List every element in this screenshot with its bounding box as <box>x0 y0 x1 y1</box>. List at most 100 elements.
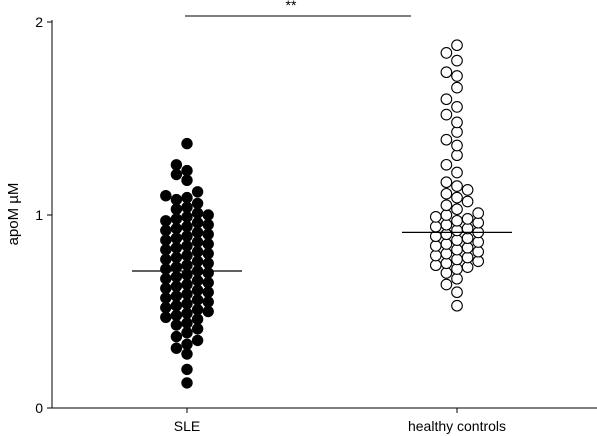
data-point-sle <box>170 242 183 254</box>
data-point-healthy-control <box>451 126 463 138</box>
data-point-healthy-control <box>451 54 463 67</box>
data-point-sle <box>170 300 183 312</box>
data-point-healthy-control <box>451 39 463 52</box>
data-point-healthy-control <box>461 213 474 225</box>
data-point-sle <box>181 191 193 204</box>
y-tick-label: 2 <box>35 14 43 30</box>
data-point-sle <box>202 296 214 308</box>
data-point-healthy-control <box>440 187 453 200</box>
significance-label: ** <box>286 0 297 13</box>
data-point-sle <box>170 213 183 225</box>
data-point-sle <box>181 211 193 223</box>
data-point-healthy-control <box>451 224 463 237</box>
data-point-sle <box>191 323 204 335</box>
data-point-sle <box>191 303 204 316</box>
data-point-sle <box>191 216 204 229</box>
data-point-sle <box>181 201 193 214</box>
data-point-healthy-control <box>451 299 463 312</box>
data-point-sle <box>181 164 193 177</box>
y-tick-label: 0 <box>35 400 43 416</box>
data-point-sle <box>160 224 172 237</box>
data-point-sle <box>181 338 193 351</box>
data-point-sle <box>191 274 204 287</box>
data-point-healthy-control <box>472 255 485 268</box>
data-point-healthy-control <box>440 199 453 212</box>
data-point-healthy-control <box>451 263 463 275</box>
data-point-healthy-control <box>451 253 463 266</box>
data-point-healthy-control <box>472 216 485 229</box>
data-point-sle <box>181 278 193 291</box>
data-point-healthy-control <box>440 267 453 279</box>
data-point-healthy-control <box>440 133 453 146</box>
x-axis-categories: SLE healthy controls <box>174 408 506 434</box>
data-point-sle <box>160 243 172 256</box>
data-point-sle <box>160 311 172 324</box>
data-point-sle <box>181 259 193 271</box>
x-category-label: SLE <box>174 418 200 434</box>
data-point-healthy-control <box>440 176 453 189</box>
data-point-healthy-control <box>429 240 442 252</box>
data-point-sle <box>181 327 193 339</box>
data-point-sle <box>170 271 183 283</box>
data-point-healthy-control <box>440 47 453 59</box>
data-point-healthy-control <box>440 218 453 231</box>
data-point-healthy-control <box>429 249 442 262</box>
data-point-sle <box>202 218 214 231</box>
data-point-sle <box>181 230 193 242</box>
data-point-healthy-control <box>451 243 463 256</box>
data-point-sle <box>202 228 214 241</box>
data-point-sle <box>202 267 214 279</box>
data-point-sle <box>170 330 183 343</box>
data-point-healthy-control <box>461 184 474 196</box>
data-point-sle <box>160 234 172 246</box>
data-point-sle <box>191 284 204 297</box>
data-point-healthy-control <box>440 108 453 121</box>
data-point-sle <box>191 236 204 248</box>
data-point-healthy-control <box>472 245 485 258</box>
data-point-healthy-control <box>472 207 485 219</box>
data-point-healthy-control <box>461 261 474 273</box>
data-point-sle <box>170 222 183 235</box>
data-point-sle <box>191 197 204 210</box>
data-point-sle <box>181 317 193 329</box>
data-point-sle <box>191 334 204 347</box>
data-point-sle <box>170 280 183 293</box>
data-point-sle <box>160 189 172 202</box>
data-point-sle <box>160 263 172 275</box>
data-point-sle <box>170 232 183 244</box>
data-point-sle <box>181 288 193 300</box>
data-point-healthy-control <box>451 166 463 179</box>
data-point-sle <box>160 253 172 266</box>
data-point-sle <box>170 168 183 181</box>
data-point-healthy-control <box>429 220 442 233</box>
data-point-healthy-control <box>461 195 474 208</box>
data-point-sle <box>191 255 204 267</box>
data-point-healthy-control <box>440 209 453 221</box>
data-point-sle <box>181 307 193 320</box>
data-point-healthy-control <box>429 259 442 272</box>
x-category-label: healthy controls <box>408 418 506 434</box>
data-point-sle <box>191 294 204 306</box>
data-point-sle <box>202 238 214 250</box>
data-point-healthy-control <box>440 238 453 250</box>
data-point-sle <box>202 286 214 298</box>
data-point-sle <box>181 220 193 233</box>
y-axis-title: apoM µM <box>5 183 22 246</box>
data-point-sle <box>170 319 183 331</box>
data-point-healthy-control <box>440 158 453 171</box>
data-point-sle <box>191 313 204 325</box>
data-point-sle <box>170 342 183 354</box>
data-point-healthy-control <box>451 101 463 113</box>
data-point-sle <box>181 249 193 262</box>
data-point-sle <box>181 298 193 310</box>
median-lines <box>132 231 512 272</box>
data-point-sle <box>202 209 214 221</box>
data-point-healthy-control <box>440 228 453 241</box>
data-point-sle <box>181 240 193 252</box>
data-point-healthy-control <box>461 232 474 245</box>
data-point-sle <box>170 309 183 322</box>
data-point-sle <box>202 305 214 318</box>
data-point-sle <box>181 348 193 360</box>
data-point-sle <box>191 186 204 198</box>
